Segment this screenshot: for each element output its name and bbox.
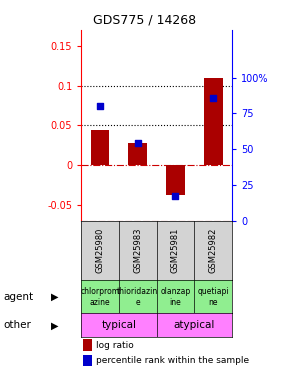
Point (135, 140, 140, 146)
Text: typical: typical (102, 320, 136, 330)
Bar (166, 165, 185, 195)
Text: atypical: atypical (174, 320, 215, 330)
Point (98, 103, 102, 109)
Bar (204, 78, 223, 165)
Text: GSM25981: GSM25981 (171, 228, 180, 273)
Text: GSM25983: GSM25983 (133, 228, 142, 273)
Text: ▶: ▶ (51, 320, 58, 330)
Text: agent: agent (3, 292, 33, 302)
Text: thioridazin
e: thioridazin e (117, 287, 158, 306)
Text: quetiapi
ne: quetiapi ne (197, 287, 229, 306)
Point (173, 193, 178, 199)
Text: olanzap
ine: olanzap ine (160, 287, 191, 306)
Text: other: other (3, 320, 31, 330)
Text: GSM25982: GSM25982 (209, 228, 218, 273)
Point (211, 94, 215, 100)
Text: ▶: ▶ (51, 292, 58, 302)
Text: GSM25980: GSM25980 (95, 228, 105, 273)
Bar (83, 354, 92, 366)
Text: percentile rank within the sample: percentile rank within the sample (96, 356, 249, 365)
Bar (83, 339, 92, 351)
Text: GDS775 / 14268: GDS775 / 14268 (93, 13, 197, 26)
Text: chlorprom
azine: chlorprom azine (81, 287, 119, 306)
Bar (91, 130, 110, 165)
Text: log ratio: log ratio (96, 340, 134, 350)
Bar (128, 143, 147, 165)
